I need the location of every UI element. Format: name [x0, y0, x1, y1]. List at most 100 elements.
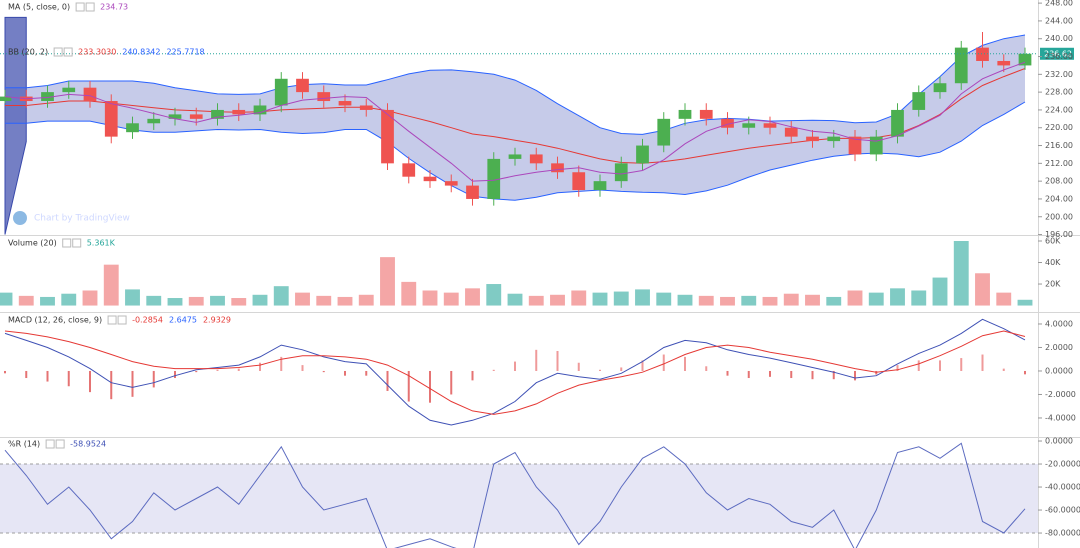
- histogram-bar: [365, 370, 368, 376]
- volume-bar: [337, 296, 353, 306]
- histogram-bar: [726, 370, 729, 376]
- candle-body: [104, 101, 118, 137]
- legend-title: Volume (20): [8, 239, 57, 248]
- y-tick-label: 0.0000: [1045, 437, 1073, 446]
- trend-channel: [4, 16, 27, 235]
- volume-bar: [401, 281, 417, 306]
- band-fill: [0, 464, 1038, 534]
- histogram-bar: [492, 369, 495, 371]
- indicator-line: [4, 330, 1026, 415]
- candle-body: [508, 154, 522, 159]
- histogram-bar: [216, 369, 219, 371]
- histogram-bar: [259, 362, 261, 371]
- histogram-bar: [237, 368, 240, 371]
- y-tick-label: 220.00: [1045, 123, 1073, 132]
- candle-body: [933, 83, 947, 93]
- candle-body: [614, 163, 628, 182]
- candle-body: [381, 109, 394, 164]
- candle-body: [572, 172, 586, 191]
- legend-value: 234.73: [100, 3, 128, 12]
- bollinger-upper: [5, 34, 1026, 135]
- legend-button: [72, 238, 82, 248]
- histogram-bar: [641, 360, 644, 371]
- candle-body: [423, 176, 437, 182]
- histogram-bar: [67, 370, 70, 387]
- volume-bar: [656, 292, 672, 306]
- legend-value: 5.361K: [87, 239, 116, 248]
- volume-bar: [635, 289, 650, 306]
- y-tick-label: 40K: [1045, 258, 1061, 267]
- watermark: Chart by TradingView: [34, 214, 130, 224]
- indicator-line: [4, 442, 1026, 548]
- panel: 236.62 Chart by TradingView 196.00 200.00 20…: [0, 0, 1074, 239]
- histogram-bar: [981, 354, 984, 371]
- candle-body: [189, 114, 203, 119]
- histogram-bar: [917, 360, 920, 371]
- y-tick-label: 4.0000: [1045, 319, 1073, 328]
- candle-body: [168, 114, 182, 119]
- legend-button: [63, 47, 73, 57]
- candle-body: [912, 92, 926, 110]
- candle-body: [1018, 53, 1032, 66]
- y-tick-label: 240.00: [1045, 34, 1073, 43]
- candle-body: [126, 123, 139, 133]
- y-tick-label: 60K: [1045, 237, 1061, 246]
- y-tick-label: 200.00: [1045, 212, 1073, 221]
- histogram-bar: [25, 370, 28, 379]
- histogram-bar: [577, 362, 580, 371]
- candle-body: [487, 158, 501, 199]
- legend-button: [117, 315, 127, 325]
- y-tick-label: 204.00: [1045, 194, 1073, 203]
- candle-body: [211, 109, 224, 119]
- histogram-bar: [450, 370, 453, 395]
- candle-body: [551, 163, 564, 173]
- candle-body: [529, 154, 543, 164]
- candle-body: [848, 136, 862, 155]
- volume-bar: [188, 296, 204, 306]
- volume-bar: [61, 293, 77, 306]
- legend-button: [85, 2, 95, 12]
- histogram-bar: [1024, 370, 1026, 375]
- y-tick-label: 228.00: [1045, 88, 1073, 97]
- candle-body: [636, 145, 649, 164]
- volume-bar: [677, 294, 693, 306]
- volume-bar: [783, 293, 799, 306]
- y-tick-label: 2.0000: [1045, 343, 1073, 352]
- histogram-bar: [620, 367, 623, 371]
- volume-bar: [443, 292, 459, 306]
- candle-body: [296, 78, 309, 93]
- volume-bar: [847, 290, 863, 306]
- histogram-bar: [896, 365, 899, 371]
- histogram-bar: [854, 370, 856, 381]
- volume-bar: [975, 273, 990, 306]
- histogram-bar: [939, 360, 941, 371]
- volume-bar: [295, 292, 310, 306]
- histogram-bar: [280, 356, 283, 371]
- volume-bar: [252, 294, 268, 306]
- legend-value: 240.8342: [122, 48, 160, 57]
- candle-body: [721, 118, 734, 128]
- volume-bar: [465, 288, 480, 306]
- candle-body: [359, 105, 373, 110]
- histogram-bar: [535, 349, 538, 371]
- volume-bar: [720, 296, 735, 306]
- candle-body: [62, 87, 76, 93]
- y-tick-label: -2.0000: [1045, 390, 1076, 399]
- histogram-bar: [790, 370, 793, 379]
- candle-body: [678, 109, 692, 119]
- histogram-bar: [514, 361, 516, 371]
- volume-bar: [890, 288, 905, 306]
- candle-body: [253, 105, 267, 115]
- y-tick-label: 248.00: [1045, 0, 1073, 8]
- indicator-line: [4, 318, 1026, 426]
- histogram-bar: [1002, 368, 1005, 371]
- volume-bar: [592, 292, 608, 306]
- histogram-bar: [110, 370, 113, 400]
- legend-title: %R (14): [8, 440, 40, 449]
- y-tick-label: -20.0000: [1045, 460, 1080, 469]
- legend-value: 233.3030: [78, 48, 116, 57]
- watermark-icon: [13, 211, 27, 225]
- legend-value: 2.9329: [203, 316, 231, 325]
- histogram-bar: [4, 370, 6, 374]
- legend-button: [62, 238, 72, 248]
